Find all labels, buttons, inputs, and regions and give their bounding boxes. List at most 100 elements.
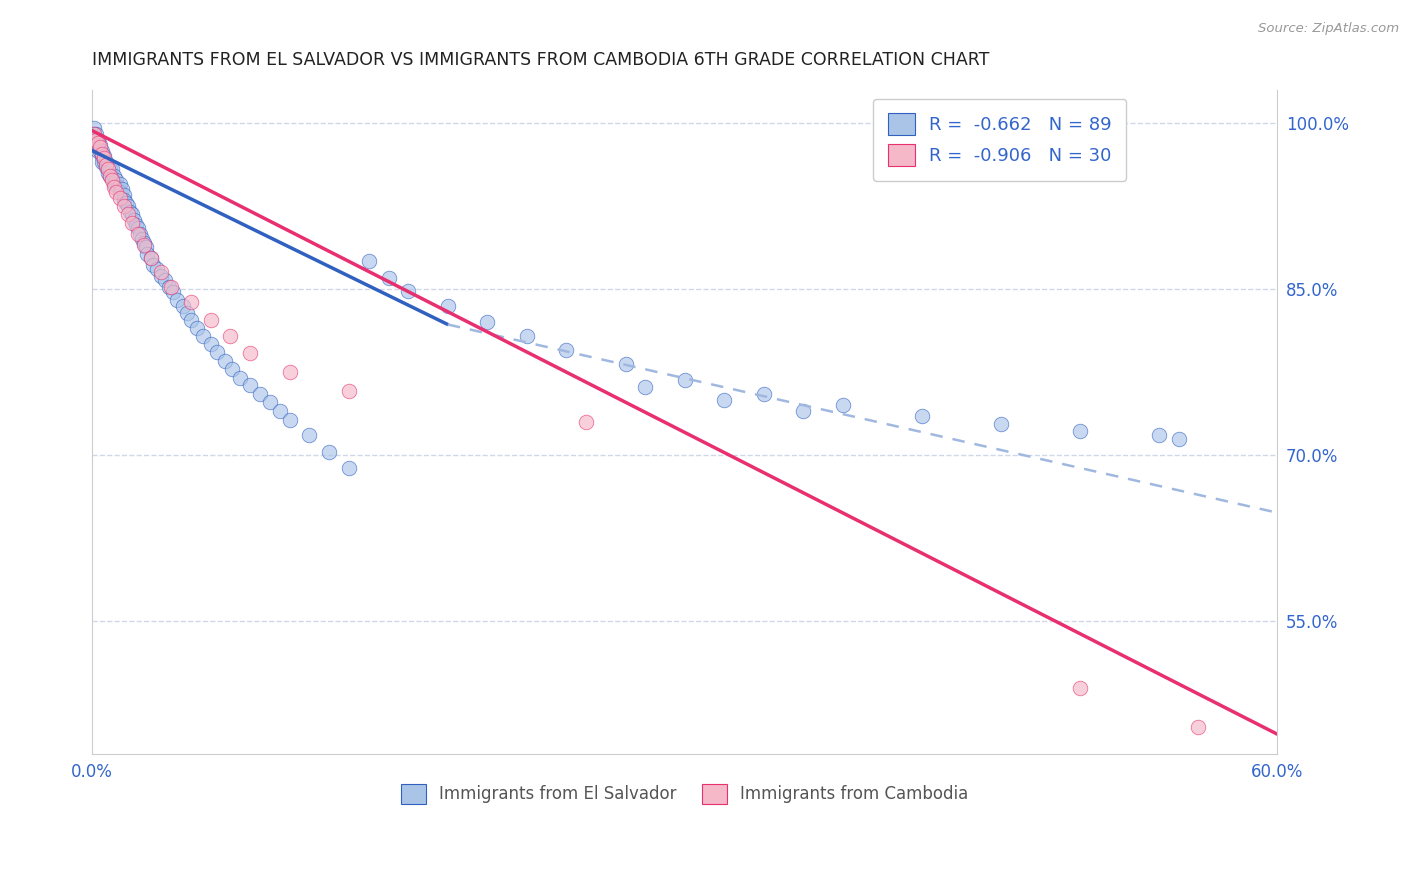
Point [911, 409, 934, 424]
Point [91, 149, 114, 163]
Point [516, 328, 538, 343]
Point [134, 240, 156, 254]
Point [83, 127, 105, 141]
Point [98, 169, 121, 183]
Point [118, 204, 141, 219]
Point [93, 154, 115, 169]
Point [1147, 428, 1170, 442]
Point [1167, 432, 1189, 446]
Point [239, 378, 262, 392]
Point [132, 235, 155, 250]
Point [121, 207, 143, 221]
Point [278, 365, 301, 379]
Point [142, 258, 165, 272]
Point [162, 285, 184, 300]
Point [575, 415, 598, 429]
Point [205, 345, 228, 359]
Point [141, 251, 163, 265]
Point [103, 169, 125, 183]
Point [792, 404, 814, 418]
Point [259, 395, 281, 409]
Point [112, 194, 135, 208]
Point [200, 313, 222, 327]
Point [150, 265, 173, 279]
Point [127, 221, 149, 235]
Point [180, 313, 202, 327]
Point [87, 144, 110, 158]
Point [87, 132, 110, 146]
Point [103, 180, 125, 194]
Point [396, 285, 419, 299]
Point [84, 132, 107, 146]
Point [831, 398, 853, 412]
Text: Source: ZipAtlas.com: Source: ZipAtlas.com [1258, 22, 1399, 36]
Point [555, 343, 578, 357]
Point [108, 177, 131, 191]
Point [84, 138, 107, 153]
Point [673, 373, 696, 387]
Point [94, 158, 117, 172]
Point [101, 173, 124, 187]
Point [249, 387, 271, 401]
Point [93, 152, 115, 166]
Point [108, 185, 131, 199]
Point [166, 293, 188, 307]
Point [122, 213, 145, 227]
Legend: Immigrants from El Salvador, Immigrants from Cambodia: Immigrants from El Salvador, Immigrants … [392, 775, 977, 813]
Point [101, 162, 124, 177]
Point [377, 271, 399, 285]
Point [176, 306, 198, 320]
Point [131, 232, 153, 246]
Point [752, 387, 775, 401]
Point [124, 218, 146, 232]
Point [141, 251, 163, 265]
Point [89, 144, 111, 158]
Point [229, 370, 252, 384]
Point [990, 417, 1012, 432]
Point [128, 227, 150, 241]
Point [84, 127, 107, 141]
Point [104, 173, 127, 187]
Point [121, 216, 143, 230]
Point [221, 361, 243, 376]
Point [103, 177, 125, 191]
Point [219, 328, 242, 343]
Point [91, 154, 114, 169]
Point [239, 346, 262, 360]
Point [180, 295, 202, 310]
Point [108, 191, 131, 205]
Point [117, 199, 139, 213]
Point [83, 121, 105, 136]
Point [98, 169, 121, 183]
Point [89, 140, 111, 154]
Point [160, 280, 183, 294]
Point [191, 328, 214, 343]
Point [101, 171, 124, 186]
Point [318, 445, 340, 459]
Point [200, 337, 222, 351]
Point [94, 160, 117, 174]
Point [93, 149, 115, 163]
Point [112, 187, 135, 202]
Point [97, 166, 120, 180]
Text: IMMIGRANTS FROM EL SALVADOR VS IMMIGRANTS FROM CAMBODIA 6TH GRADE CORRELATION CH: IMMIGRANTS FROM EL SALVADOR VS IMMIGRANT… [93, 51, 990, 69]
Point [83, 132, 105, 146]
Point [146, 262, 169, 277]
Point [278, 413, 301, 427]
Point [107, 180, 129, 194]
Point [97, 162, 120, 177]
Point [150, 268, 173, 283]
Point [155, 273, 177, 287]
Point [1187, 719, 1209, 733]
Point [127, 227, 149, 241]
Point [98, 162, 121, 177]
Point [87, 136, 110, 150]
Point [112, 199, 135, 213]
Point [132, 237, 155, 252]
Point [298, 428, 321, 442]
Point [87, 138, 110, 153]
Point [337, 461, 360, 475]
Point [357, 254, 380, 268]
Point [97, 160, 120, 174]
Point [94, 154, 117, 169]
